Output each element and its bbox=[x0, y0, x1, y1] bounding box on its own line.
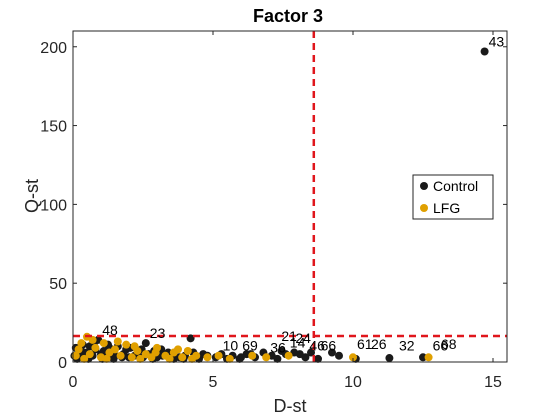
point-lfg bbox=[88, 335, 97, 344]
point-lfg bbox=[122, 340, 131, 349]
point-lfg bbox=[74, 345, 83, 354]
point-label: 43 bbox=[489, 33, 505, 49]
legend-label-control: Control bbox=[433, 178, 478, 194]
point-control bbox=[307, 348, 315, 357]
point-lfg bbox=[248, 351, 257, 360]
point-lfg bbox=[165, 354, 174, 363]
point-label: 68 bbox=[441, 336, 457, 352]
point-lfg bbox=[80, 354, 89, 363]
point-lfg bbox=[71, 351, 80, 360]
x-axis: 0 5 10 15 bbox=[69, 31, 502, 391]
point-label: 66 bbox=[321, 338, 337, 354]
point-lfg bbox=[136, 354, 145, 363]
point-lfg bbox=[203, 353, 212, 362]
point-lfg bbox=[174, 345, 182, 354]
point-lfg bbox=[91, 343, 100, 352]
point-label: 21 bbox=[281, 328, 297, 344]
point-lfg bbox=[188, 354, 196, 363]
point-control bbox=[480, 47, 489, 56]
point-control bbox=[328, 348, 336, 357]
point-label: 24 bbox=[295, 330, 311, 346]
legend-marker-control bbox=[420, 182, 428, 190]
point-control bbox=[186, 334, 195, 343]
point-lfg bbox=[424, 353, 433, 362]
y-tick-label: 200 bbox=[40, 40, 67, 57]
x-axis-label: D-st bbox=[274, 396, 307, 416]
point-label: 61 bbox=[357, 336, 373, 352]
point-label: 23 bbox=[150, 325, 166, 341]
point-lfg bbox=[99, 339, 108, 348]
point-label: 48 bbox=[102, 322, 118, 338]
point-control bbox=[419, 353, 427, 362]
x-tick-label: 5 bbox=[209, 374, 218, 391]
point-lfg bbox=[225, 354, 234, 363]
point-control bbox=[277, 346, 286, 355]
point-lfg bbox=[183, 346, 192, 355]
legend-marker-lfg bbox=[420, 204, 428, 212]
point-control bbox=[235, 354, 244, 363]
point-lfg bbox=[85, 350, 94, 359]
y-axis-label: Q-st bbox=[22, 179, 42, 213]
point-lfg bbox=[77, 339, 86, 348]
point-lfg bbox=[178, 353, 187, 362]
point-control bbox=[335, 351, 343, 360]
point-label: 46 bbox=[309, 338, 325, 354]
x-tick-label: 15 bbox=[484, 374, 502, 391]
point-control bbox=[385, 354, 394, 363]
point-label: 10 bbox=[223, 338, 239, 354]
plot-frame bbox=[72, 30, 508, 363]
point-label: 69 bbox=[242, 338, 258, 354]
point-lfg bbox=[111, 345, 119, 354]
legend: Control LFG bbox=[412, 174, 494, 220]
point-lfg bbox=[127, 353, 136, 362]
point-lfg bbox=[151, 348, 160, 357]
x-tick-label: 10 bbox=[344, 374, 362, 391]
point-lfg bbox=[113, 337, 122, 346]
y-tick-label: 50 bbox=[49, 276, 67, 293]
point-label: 32 bbox=[399, 338, 415, 354]
point-lfg bbox=[214, 351, 223, 360]
x-tick-label: 0 bbox=[69, 374, 78, 391]
point-lfg bbox=[102, 354, 111, 363]
threshold-lines bbox=[73, 31, 507, 362]
point-label: 14 bbox=[290, 335, 306, 351]
y-axis: 0 50 100 150 200 bbox=[40, 40, 507, 372]
chart-title: Factor 3 bbox=[253, 6, 323, 26]
point-control bbox=[109, 354, 118, 363]
point-label: 26 bbox=[371, 336, 387, 352]
point-lfg bbox=[262, 353, 271, 362]
point-control bbox=[314, 354, 322, 363]
y-tick-label: 150 bbox=[40, 119, 67, 136]
y-tick-label: 100 bbox=[40, 197, 67, 214]
point-lfg bbox=[116, 351, 125, 360]
y-tick-label: 0 bbox=[58, 355, 67, 372]
legend-box bbox=[412, 174, 494, 220]
legend-label-lfg: LFG bbox=[433, 200, 460, 216]
point-label: 36 bbox=[270, 339, 286, 355]
point-lfg bbox=[349, 353, 357, 362]
point-lfg bbox=[284, 351, 293, 360]
point-label: 66 bbox=[433, 338, 449, 354]
point-control bbox=[141, 339, 150, 348]
point-lfg bbox=[130, 342, 139, 351]
data-points bbox=[70, 47, 489, 363]
